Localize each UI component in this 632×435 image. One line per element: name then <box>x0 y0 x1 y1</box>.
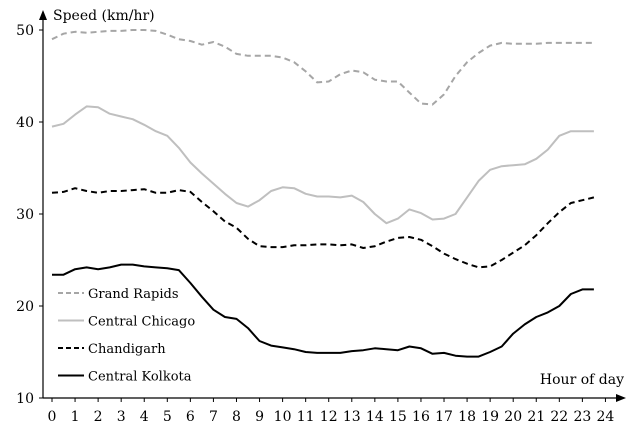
ticks: 0 1 2 3 4 5 6 7 8 9 10 11 12 13 14 15 16 17 18 19 20 21 22 23 24… <box>16 23 614 425</box>
x-tick-label: 12 <box>320 409 338 425</box>
x-tick-label: 3 <box>117 409 126 425</box>
series-line-chandigarh <box>51 187 595 269</box>
x-tick-label: 7 <box>209 409 218 425</box>
x-tick-label: 21 <box>527 409 545 425</box>
x-tick-label: 24 <box>597 409 615 425</box>
x-tick-label: 13 <box>343 409 361 425</box>
x-tick-label: 2 <box>94 409 103 425</box>
y-tick-label: 30 <box>16 207 34 223</box>
series-line-central-kolkota <box>52 263 594 358</box>
x-tick-label: 1 <box>71 409 80 425</box>
y-tick-label: 50 <box>16 23 34 39</box>
series-line-central-chicago <box>51 105 594 225</box>
x-tick-label: 23 <box>573 409 591 425</box>
legend: Grand Rapids Central Chicago Chandigarh Cen… <box>58 287 195 385</box>
x-axis-label: Hour of day <box>540 372 624 388</box>
legend-label-central-chicago: Central Chicago <box>88 315 195 330</box>
x-tick-label: 20 <box>504 409 522 425</box>
x-tick-label: 18 <box>458 409 476 425</box>
legend-label-central-kolkota: Central Kolkota <box>88 370 192 385</box>
x-tick-label: 15 <box>389 409 407 425</box>
x-tick-label: 4 <box>140 409 149 425</box>
y-axis-arrow <box>39 10 47 20</box>
x-tick-label: 0 <box>48 409 57 425</box>
x-tick-label: 22 <box>550 409 568 425</box>
axes <box>39 10 626 402</box>
x-tick-label: 16 <box>412 409 430 425</box>
x-tick-label: 8 <box>232 409 241 425</box>
x-tick-label: 19 <box>481 409 499 425</box>
series-line-grand-rapids <box>51 29 594 106</box>
x-tick-label: 17 <box>435 409 453 425</box>
y-tick-label: 10 <box>16 391 34 407</box>
x-tick-label: 14 <box>366 409 384 425</box>
series-layer <box>51 29 595 358</box>
y-tick-label: 20 <box>16 299 34 315</box>
x-tick-label: 11 <box>297 409 315 425</box>
y-axis-label: Speed (km/hr) <box>53 8 155 24</box>
x-axis-arrow <box>616 394 626 402</box>
x-tick-label: 6 <box>186 409 195 425</box>
x-tick-label: 9 <box>255 409 264 425</box>
x-tick-label: 10 <box>274 409 292 425</box>
y-tick-label: 40 <box>16 115 34 131</box>
x-tick-label: 5 <box>163 409 172 425</box>
legend-label-chandigarh: Chandigarh <box>88 342 166 357</box>
legend-label-grand-rapids: Grand Rapids <box>88 287 179 302</box>
